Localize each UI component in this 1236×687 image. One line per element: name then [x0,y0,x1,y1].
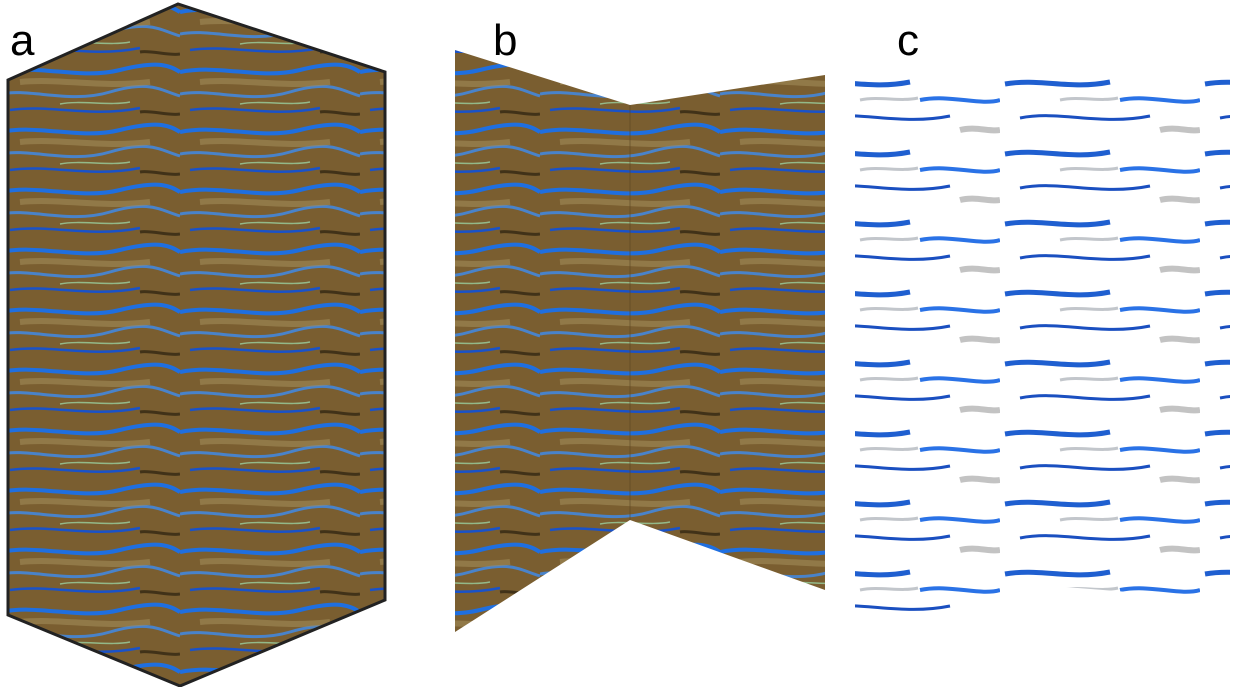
page: a b c (() => { const data = JSON.parse(d… [0,0,1236,687]
figure: a b c [0,0,1236,687]
panel-a-image [8,4,385,686]
panel-label: c [897,16,919,65]
panel-label: a [10,16,35,65]
panel-b-image [455,50,825,632]
panel-c-image [855,62,1230,635]
panel-label: b [493,16,517,65]
